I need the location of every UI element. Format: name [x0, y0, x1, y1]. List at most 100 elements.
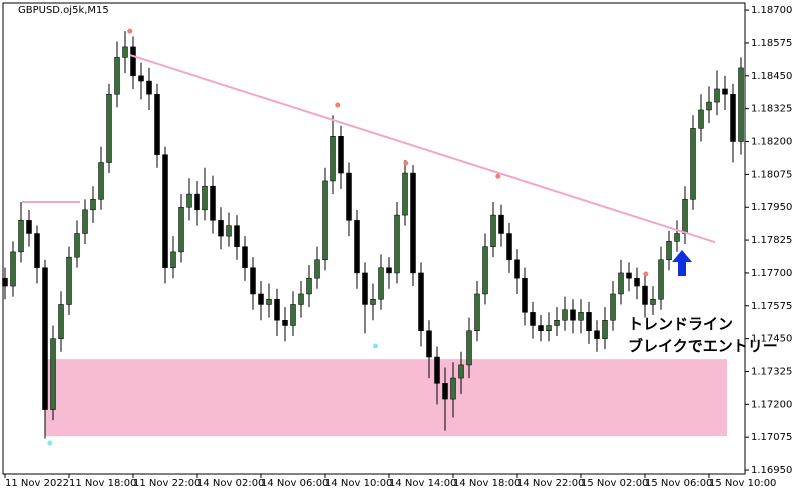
candle-body: [610, 293, 616, 321]
candle-body: [674, 233, 680, 242]
chart-title: GBPUSD.oj5k,M15: [18, 5, 109, 16]
candle-body: [410, 172, 416, 274]
candle-body: [242, 246, 248, 268]
marker-dot: [495, 173, 501, 179]
candle-body: [578, 312, 584, 321]
marker-dot: [47, 440, 53, 446]
candle-body: [514, 259, 520, 279]
candle-body: [386, 267, 392, 274]
candle-body: [562, 309, 568, 321]
zone: [45, 359, 727, 437]
marker-dot: [335, 102, 341, 108]
candle-body: [2, 277, 8, 287]
candle-body: [106, 93, 112, 163]
marker-dot: [403, 160, 409, 166]
candle-body: [370, 298, 376, 305]
trendline: [129, 54, 716, 244]
candle-body: [74, 233, 80, 258]
candle-body: [730, 93, 736, 142]
candle-body: [618, 272, 624, 295]
candle-body: [226, 225, 232, 237]
candle-body: [626, 272, 632, 279]
candle-body: [498, 214, 504, 234]
x-tick-label: 14 Nov 14:00: [389, 478, 456, 489]
candle-body: [322, 180, 328, 261]
candle-body: [10, 251, 16, 287]
candle-body: [450, 377, 456, 400]
candle-body: [442, 383, 448, 400]
candle-body: [554, 319, 560, 326]
annotation-text: トレンドライン: [628, 316, 733, 333]
candle-body: [394, 214, 400, 274]
candle-body: [714, 88, 720, 103]
candle-body: [586, 312, 592, 332]
y-tick-label: 1.17950: [751, 202, 792, 213]
candle-body: [186, 193, 192, 208]
entry-arrow: [672, 250, 692, 276]
x-tick-label: 11 Nov 18:00: [69, 478, 136, 489]
y-tick-label: 1.18200: [751, 137, 792, 148]
candle-body: [698, 109, 704, 129]
candle-body: [298, 293, 304, 305]
candle-body: [66, 256, 72, 305]
x-tick-label: 15 Nov 02:00: [581, 478, 648, 489]
candle-body: [26, 220, 32, 234]
y-tick-label: 1.18075: [751, 169, 792, 180]
candle-body: [538, 325, 544, 332]
marker-dot: [127, 28, 133, 34]
y-tick-label: 1.17575: [751, 301, 792, 312]
x-tick-label: 11 Nov 22:00: [133, 478, 200, 489]
candle-body: [178, 206, 184, 253]
candle-body: [682, 199, 688, 234]
candle-body: [634, 277, 640, 287]
candle-body: [98, 162, 104, 200]
x-tick-label: 11 Nov 2022: [5, 478, 69, 489]
candle-body: [418, 272, 424, 332]
candle-body: [346, 172, 352, 221]
candle-body: [490, 214, 496, 247]
y-tick-label: 1.17325: [751, 366, 792, 377]
y-tick-label: 1.16950: [751, 465, 792, 476]
y-tick-label: 1.18450: [751, 71, 792, 82]
x-tick-label: 14 Nov 02:00: [197, 478, 264, 489]
candle-body: [42, 267, 48, 410]
candle-body: [706, 101, 712, 111]
y-tick-label: 1.17825: [751, 235, 792, 246]
marker-dot: [643, 271, 649, 277]
y-tick-label: 1.18575: [751, 38, 792, 49]
candle-body: [290, 304, 296, 326]
candle-body: [594, 330, 600, 339]
candle-body: [266, 298, 272, 305]
candle-body: [18, 220, 24, 253]
marker-dot: [372, 343, 378, 349]
annotation-text: ブレイクでエントリー: [628, 337, 778, 355]
candle-body: [362, 272, 368, 305]
candle-body: [306, 277, 312, 295]
candle-body: [274, 298, 280, 321]
candle-body: [210, 185, 216, 221]
y-tick-label: 1.18700: [751, 5, 792, 16]
candle-body: [570, 309, 576, 321]
candle-body: [50, 338, 56, 410]
candle-body: [474, 293, 480, 332]
candle-body: [354, 220, 360, 274]
candle-body: [58, 304, 64, 339]
x-tick-label: 14 Nov 18:00: [453, 478, 520, 489]
candle-body: [378, 267, 384, 300]
candle-body: [90, 199, 96, 211]
y-tick-label: 1.17700: [751, 268, 792, 279]
candle-body: [466, 330, 472, 366]
candle-body: [130, 46, 136, 77]
candle-body: [330, 136, 336, 182]
candle-body: [434, 356, 440, 384]
candle-body: [658, 259, 664, 300]
candle-body: [162, 154, 168, 268]
candle-body: [114, 57, 120, 95]
y-tick-label: 1.18325: [751, 104, 792, 115]
candle-body: [234, 225, 240, 247]
candle-body: [122, 46, 128, 58]
candle-body: [426, 330, 432, 358]
candle-body: [146, 80, 152, 95]
candle-body: [170, 251, 176, 268]
